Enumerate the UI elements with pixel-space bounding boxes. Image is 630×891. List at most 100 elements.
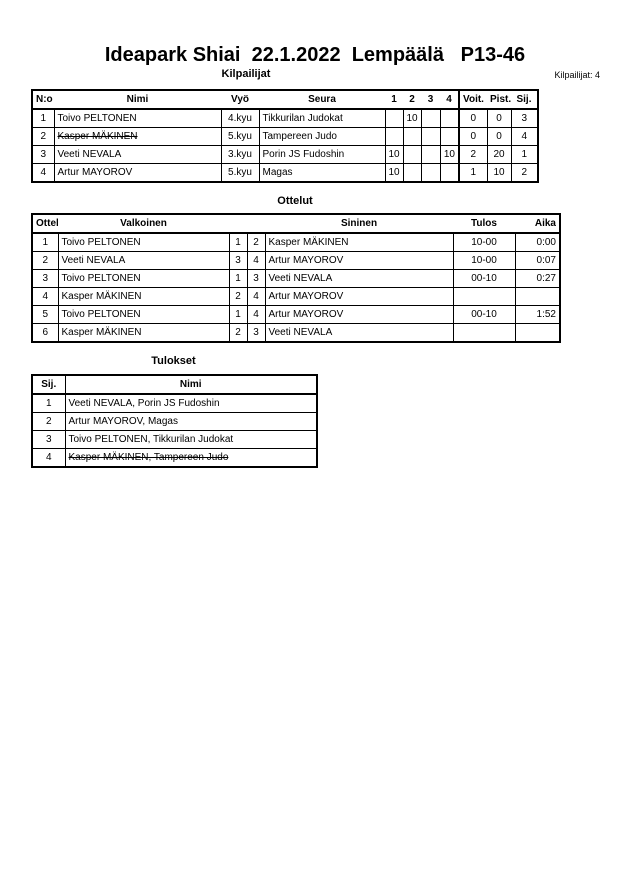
cell-blue: Veeti NEVALA [264, 269, 454, 288]
cell-s1: 10 [384, 163, 404, 183]
cell-time [514, 323, 561, 343]
column-header: Tulos [453, 214, 515, 234]
competitors-table: N:o Nimi Vyö Seura 1 2 3 4 Voit. Pist. Sij. 1 Toivo … [31, 89, 539, 183]
result-row: 1 Veeti NEVALA, Porin JS Fudoshin [31, 393, 318, 413]
competitor-row: 1 Toivo PELTONEN 4.kyu Tikkurilan Judokat 10… [31, 108, 539, 128]
cell-result: 00-10 [452, 269, 516, 288]
match-row: 2 Veeti NEVALA 3 4 Artur MAYOROV 10-00 0:07 [31, 251, 561, 270]
cell-name: Kasper MÄKINEN, Tampereen Judo [64, 448, 318, 468]
cell-belt: 4.kyu [220, 108, 260, 128]
column-header: 4 [440, 90, 460, 110]
cell-club: Tikkurilan Judokat [258, 108, 386, 128]
match-row: 1 Toivo PELTONEN 1 2 Kasper MÄKINEN 10-00 0:00 [31, 232, 561, 252]
result-row: 3 Toivo PELTONEN, Tikkurilan Judokat [31, 430, 318, 449]
competitor-count: Kilpailijat: 4 [554, 70, 600, 80]
cell-name: Toivo PELTONEN [53, 108, 222, 128]
column-header: 3 [421, 90, 440, 110]
cell-place: 2 [31, 412, 66, 431]
match-row: 4 Kasper MÄKINEN 2 4 Artur MAYOROV [31, 287, 561, 306]
column-header: Voit. [459, 90, 487, 110]
cell-name: Veeti NEVALA, Porin JS Fudoshin [64, 393, 318, 413]
cell-blue: Kasper MÄKINEN [264, 232, 454, 252]
cell-place: 3 [31, 430, 66, 449]
column-header: Seura [259, 90, 385, 110]
match-row: 6 Kasper MÄKINEN 2 3 Veeti NEVALA [31, 323, 561, 343]
column-header: Sij. [32, 375, 66, 395]
column-header-blank [229, 214, 265, 234]
cell-s2 [402, 127, 422, 146]
cell-s4 [439, 108, 460, 128]
cell-blue: Artur MAYOROV [264, 287, 454, 306]
cell-s4 [439, 163, 460, 183]
column-header: Aika [515, 214, 560, 234]
cell-s3 [420, 108, 441, 128]
cell-wn: 3 [228, 251, 248, 270]
results-heading: Tulokset [151, 355, 196, 367]
cell-place: 1 [510, 145, 539, 164]
column-header: Sij. [511, 90, 538, 110]
cell-blue: Artur MAYOROV [264, 305, 454, 324]
cell-place: 3 [510, 108, 539, 128]
cell-s3 [420, 127, 441, 146]
matches-table: OtteluValkoinenSininenTulosAika1Toivo PE… [31, 213, 561, 343]
column-header: 1 [385, 90, 403, 110]
cell-s1 [384, 127, 404, 146]
cell-result: 10-00 [452, 232, 516, 252]
cell-no: 1 [31, 108, 55, 128]
cell-place: 1 [31, 393, 66, 413]
cell-no: 4 [31, 163, 55, 183]
cell-place: 4 [510, 127, 539, 146]
cell-no: 1 [31, 232, 59, 252]
cell-wins: 1 [458, 163, 488, 183]
cell-points: 10 [486, 163, 512, 183]
cell-s3 [420, 145, 441, 164]
cell-white: Kasper MÄKINEN [57, 287, 230, 306]
cell-no: 2 [31, 251, 59, 270]
cell-club: Magas [258, 163, 386, 183]
cell-wn: 2 [228, 323, 248, 343]
cell-club: Porin JS Fudoshin [258, 145, 386, 164]
cell-place: 4 [31, 448, 66, 468]
cell-white: Toivo PELTONEN [57, 232, 230, 252]
cell-bn: 2 [246, 232, 266, 252]
cell-name: Kasper MÄKINEN [53, 127, 222, 146]
cell-bn: 4 [246, 287, 266, 306]
cell-s1 [384, 108, 404, 128]
column-header: Nimi [54, 90, 221, 110]
cell-points: 0 [486, 108, 512, 128]
cell-bn: 4 [246, 305, 266, 324]
cell-s2 [402, 145, 422, 164]
cell-s2: 10 [402, 108, 422, 128]
column-header: 2 [403, 90, 421, 110]
column-header: Nimi [65, 375, 317, 395]
cell-bn: 3 [246, 269, 266, 288]
cell-no: 3 [31, 145, 55, 164]
cell-result [452, 323, 516, 343]
cell-s1: 10 [384, 145, 404, 164]
cell-bn: 4 [246, 251, 266, 270]
cell-name: Artur MAYOROV [53, 163, 222, 183]
cell-white: Toivo PELTONEN [57, 305, 230, 324]
match-row: 5 Toivo PELTONEN 1 4 Artur MAYOROV 00-10 1:52 [31, 305, 561, 324]
cell-no: 2 [31, 127, 55, 146]
cell-name: Veeti NEVALA [53, 145, 222, 164]
cell-points: 0 [486, 127, 512, 146]
cell-result: 10-00 [452, 251, 516, 270]
cell-s2 [402, 163, 422, 183]
cell-belt: 5.kyu [220, 163, 260, 183]
competitor-row: 3 Veeti NEVALA 3.kyu Porin JS Fudoshin 10 10 2… [31, 145, 539, 164]
cell-wn: 1 [228, 232, 248, 252]
cell-white: Veeti NEVALA [57, 251, 230, 270]
column-header: N:o [32, 90, 54, 110]
cell-no: 3 [31, 269, 59, 288]
cell-time: 0:00 [514, 232, 561, 252]
cell-bn: 3 [246, 323, 266, 343]
cell-place: 2 [510, 163, 539, 183]
cell-belt: 3.kyu [220, 145, 260, 164]
competitor-row: 2 Kasper MÄKINEN 5.kyu Tampereen Judo 0 0 4 [31, 127, 539, 146]
column-header: Vyö [221, 90, 259, 110]
cell-result [452, 287, 516, 306]
cell-white: Kasper MÄKINEN [57, 323, 230, 343]
cell-no: 4 [31, 287, 59, 306]
cell-time: 0:27 [514, 269, 561, 288]
